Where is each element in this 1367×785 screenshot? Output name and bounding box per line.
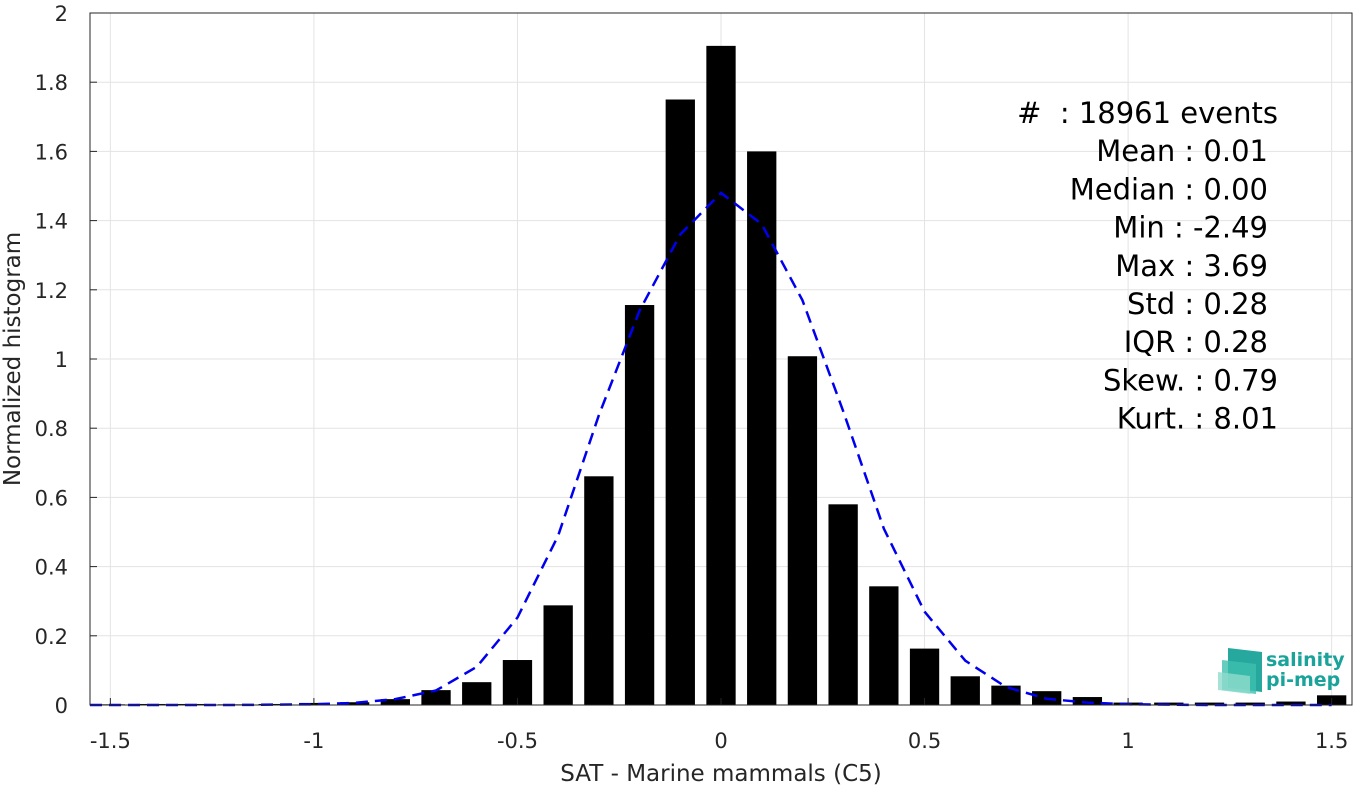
y-tick-label: 1.4: [35, 210, 68, 234]
stat-line: Kurt. : 8.01: [1117, 402, 1278, 436]
histogram-bar: [828, 504, 858, 705]
y-tick-label: 1.6: [35, 140, 68, 164]
histogram-bar: [258, 703, 288, 705]
y-tick-label: 0.6: [35, 486, 68, 510]
histogram-bar: [706, 45, 736, 706]
histogram-bar: [462, 682, 492, 705]
histogram-bar: [339, 702, 370, 705]
x-axis-label: SAT - Marine mammals (C5): [560, 761, 882, 785]
histogram-bar: [909, 648, 940, 705]
histogram-bar: [543, 605, 573, 705]
histogram-bar: [502, 660, 533, 705]
histogram-bar: [950, 676, 980, 705]
histogram-bar: [1072, 697, 1103, 705]
y-tick-label: 0.4: [35, 556, 68, 580]
x-tick-label: -0.5: [497, 729, 538, 753]
y-tick-label: 1: [55, 348, 68, 372]
salinity-pi-mep-logo: salinity pi-mep: [1218, 648, 1345, 694]
histogram-bar: [1194, 702, 1225, 705]
x-tick-label: 0: [714, 729, 727, 753]
histogram-bar: [380, 699, 410, 705]
y-axis-label: Normalized histogram: [0, 232, 26, 486]
logo-line-1: salinity: [1266, 649, 1345, 671]
histogram-bars: [95, 45, 1347, 706]
x-axis-ticks: -1.5 -1 -0.5 0 0.5 1 1.5: [90, 698, 1348, 753]
stat-line: # : 18961 events: [1017, 96, 1278, 130]
x-tick-label: 0.5: [908, 729, 941, 753]
stat-line: Max : 3.69: [1115, 249, 1268, 283]
stat-line: Mean : 0.01: [1096, 134, 1268, 168]
stat-line: Skew. : 0.79: [1103, 363, 1278, 397]
y-tick-label: 1.8: [35, 71, 68, 95]
x-tick-label: 1.5: [1315, 729, 1348, 753]
y-tick-label: 0.8: [35, 417, 68, 441]
histogram-bar: [665, 99, 695, 705]
y-tick-label: 0: [55, 694, 68, 718]
histogram-bar: [869, 586, 899, 705]
histogram-bar: [624, 305, 655, 705]
y-tick-label: 0.2: [35, 625, 68, 649]
histogram-bar: [787, 356, 818, 705]
y-axis-ticks: 0 0.2 0.4 0.6 0.8 1 1.2 1.4 1.6 1.8 2: [35, 2, 97, 718]
fit-curve: [90, 191, 1332, 707]
x-tick-label: 1: [1121, 729, 1134, 753]
x-tick-label: -1.5: [90, 729, 131, 753]
histogram-bar: [421, 690, 451, 705]
statistics-annotation: # : 18961 events Mean : 0.01 Median : 0.00…: [1017, 96, 1278, 436]
stat-line: IQR : 0.28: [1124, 325, 1268, 359]
histogram-bar: [1276, 701, 1306, 705]
stat-line: Std : 0.28: [1127, 287, 1268, 321]
y-tick-label: 1.2: [35, 279, 68, 303]
wave-logo-icon: [1218, 648, 1262, 694]
histogram-bar: [991, 685, 1021, 705]
y-tick-label: 2: [55, 2, 68, 26]
histogram-bar: [747, 151, 777, 705]
logo-line-2: pi-mep: [1266, 669, 1340, 691]
x-tick-label: -1: [303, 729, 324, 753]
stat-line: Median : 0.00: [1070, 172, 1268, 206]
stat-line: Min : -2.49: [1113, 211, 1268, 245]
histogram-bar: [584, 476, 614, 705]
histogram-bar: [1235, 702, 1265, 705]
